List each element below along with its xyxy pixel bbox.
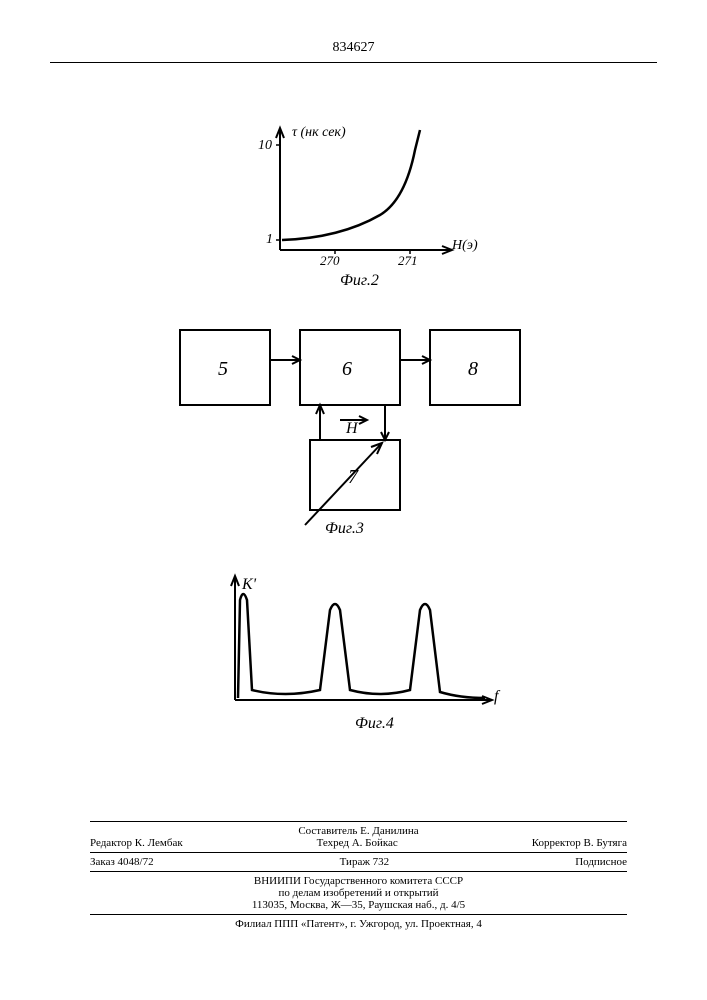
fig4-caption: Фиг.4	[355, 715, 394, 733]
figure-2: τ (нк сек) 10 1 270 271 Н(э) Фиг.2	[220, 120, 480, 300]
footer-addr1: 113035, Москва, Ж—35, Раушская наб., д. …	[90, 899, 627, 911]
footer-org2: по делам изобретений и открытий	[90, 887, 627, 899]
footer-org1: ВНИИПИ Государственного комитета СССР	[90, 875, 627, 887]
figure-4: K' f Фиг.4	[210, 570, 510, 750]
top-rule	[50, 62, 657, 63]
footer-org: ВНИИПИ Государственного комитета СССР по…	[90, 875, 627, 930]
fig2-caption: Фиг.2	[340, 272, 379, 290]
footer-corr: Корректор В. Бутяга	[532, 837, 627, 849]
block-8-label: 8	[468, 358, 478, 381]
footer-tech: Техред А. Бойкас	[317, 837, 398, 849]
vec-h-label: Н	[346, 420, 358, 438]
fig4-plot	[210, 570, 510, 730]
fig2-xtick-0: 270	[320, 253, 340, 269]
footer-editor: Редактор К. Лембак	[90, 837, 183, 849]
block-5-label: 5	[218, 358, 228, 381]
footer-row-order: Заказ 4048/72 Тираж 732 Подписное	[90, 856, 627, 868]
block-6-label: 6	[342, 358, 352, 381]
fig3-caption: Фиг.3	[325, 520, 364, 538]
footer-order: Заказ 4048/72	[90, 856, 154, 868]
footer-addr2: Филиал ППП «Патент», г. Ужгород, ул. Про…	[90, 918, 627, 930]
footer-compiler: Составитель Е. Данилина	[90, 825, 627, 837]
footer-podpis: Подписное	[575, 856, 627, 868]
footer-tirazh: Тираж 732	[340, 856, 390, 868]
fig2-xlabel: Н(э)	[452, 238, 478, 254]
figure-3: 5 6 8 7 Н Фиг.3	[170, 320, 530, 540]
fig2-ytick-bottom: 1	[266, 232, 273, 248]
footer-row-credits: Редактор К. Лембак Техред А. Бойкас Корр…	[90, 837, 627, 849]
fig2-ylabel: τ (нк сек)	[292, 125, 346, 141]
fig4-xlabel: f	[494, 688, 498, 706]
footer-rule-1	[90, 821, 627, 822]
footer-rule-2	[90, 852, 627, 853]
footer-rule-4	[90, 914, 627, 915]
fig2-ytick-top: 10	[258, 138, 272, 154]
footer-rule-3	[90, 871, 627, 872]
block-7-label: 7	[348, 466, 358, 489]
footer: Составитель Е. Данилина Редактор К. Лемб…	[90, 818, 627, 930]
doc-number: 834627	[333, 40, 375, 56]
fig4-ylabel: K'	[242, 576, 256, 594]
fig2-xtick-1: 271	[398, 253, 418, 269]
